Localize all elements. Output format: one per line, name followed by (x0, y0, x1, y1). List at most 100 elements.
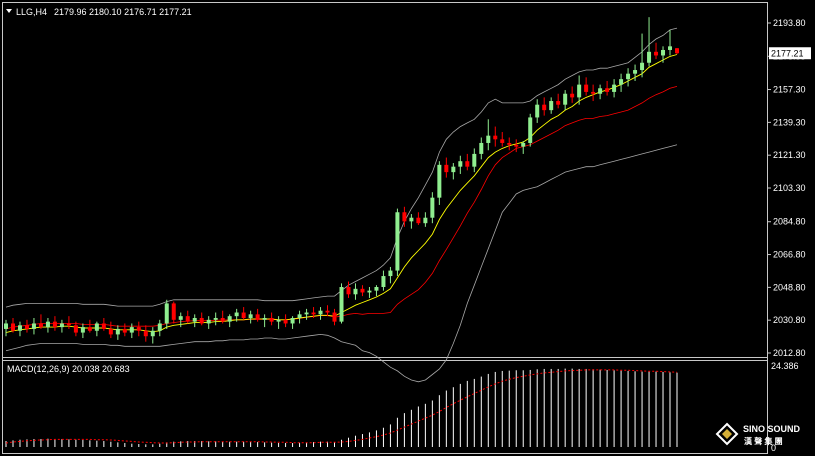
candle-body (640, 62, 645, 71)
price-tick-label: 2103.30 (773, 183, 806, 193)
price-tick-label: 2012.80 (773, 348, 806, 358)
candle-body (24, 325, 29, 329)
candle-body (87, 327, 92, 331)
candle-body (171, 303, 176, 320)
candle-body (542, 104, 547, 111)
candle-body (94, 323, 99, 331)
candle-body (577, 84, 582, 98)
candle-body (220, 317, 225, 322)
candle-body (395, 212, 400, 271)
candle-body (45, 321, 50, 328)
candle-body (661, 49, 666, 56)
price-tick-label: 2139.30 (773, 117, 806, 127)
candle-body (185, 316, 190, 322)
candle-body (136, 327, 141, 331)
candle-body (108, 328, 113, 335)
candle-body (633, 70, 638, 74)
macd-label: MACD(12,26,9) 20.038 20.683 (7, 364, 130, 374)
candle-body (598, 88, 603, 94)
price-tick-label: 2084.80 (773, 217, 806, 227)
candle-body (360, 288, 365, 293)
price-tick-label: 2048.80 (773, 282, 806, 292)
candle-body (10, 323, 15, 331)
candle-body (416, 217, 421, 224)
candle-body (339, 287, 344, 322)
macd-axis-top-label: 24.386 (771, 361, 799, 371)
candle-body (430, 197, 435, 218)
candle-body (115, 328, 120, 335)
candle-body (234, 312, 239, 317)
candle-body (178, 316, 183, 320)
candle-body (346, 287, 351, 295)
candle-body (4, 323, 8, 329)
candle-body (311, 312, 316, 315)
candle-body (605, 88, 610, 92)
candle-body (479, 142, 484, 154)
macd-axis-bottom-label: 0 (771, 443, 776, 453)
candle-body (486, 135, 491, 143)
candle-body (332, 312, 337, 322)
candle-body (17, 325, 22, 331)
candle-body (80, 327, 85, 333)
candle-body (493, 135, 498, 140)
candle-body (213, 317, 218, 320)
candle-body (101, 323, 106, 329)
current-price-label: 2177.21 (771, 49, 804, 59)
candle-body (654, 51, 659, 56)
price-tick-label: 2030.80 (773, 315, 806, 325)
candle-body (521, 142, 526, 147)
symbol-timeframe: LLG,H4 (16, 7, 47, 17)
candle-body (318, 310, 323, 315)
price-tick-label: 2193.80 (773, 18, 806, 28)
candle-body (38, 323, 43, 328)
candle-body (444, 164, 449, 173)
candle-body (353, 288, 358, 295)
candle-body (626, 73, 631, 80)
ohlc-values: 2179.96 2180.10 2176.71 2177.21 (54, 7, 192, 17)
candle-body (297, 314, 302, 318)
candle-body (388, 270, 393, 277)
candle-body (612, 84, 617, 92)
candle-body (255, 314, 260, 320)
candle-body (402, 212, 407, 222)
candle-body (304, 312, 309, 315)
candle-body (451, 166, 456, 173)
candle-body (563, 93, 568, 105)
candle-body (591, 91, 596, 94)
dropdown-triangle-icon[interactable] (6, 9, 12, 13)
logo-diamond-icon (715, 422, 739, 446)
candle-body (66, 323, 71, 326)
candle-body (227, 316, 232, 322)
candle-body (570, 93, 575, 98)
candle-body (199, 317, 204, 324)
logo-inner-diamond-icon (722, 429, 732, 439)
candle-body (269, 317, 274, 322)
candle-body (206, 319, 211, 324)
price-tick-label: 2066.80 (773, 250, 806, 260)
macd-signal-polyline (5, 369, 678, 444)
candle-body (500, 139, 505, 143)
candle-body (129, 327, 134, 333)
candle-body (458, 161, 463, 167)
candle-body (668, 46, 673, 50)
candle-body (241, 312, 246, 318)
candle-body (164, 303, 169, 324)
candle-body (514, 144, 519, 147)
logo-text-zh: 漢 聲 集 團 (744, 436, 783, 446)
candle-body (150, 330, 155, 337)
candle-body (647, 51, 652, 63)
candle-body (423, 217, 428, 224)
candle-body (507, 142, 512, 145)
candlesticks (4, 17, 679, 344)
candle-body (367, 290, 372, 293)
candle-body (262, 317, 267, 320)
macd-histogram (5, 368, 678, 447)
candle-body (52, 321, 57, 328)
candle-body (59, 323, 64, 328)
current-price-box (769, 47, 811, 60)
candle-body (619, 79, 624, 85)
macd-signal-line (5, 369, 678, 444)
candle-body (584, 84, 589, 92)
